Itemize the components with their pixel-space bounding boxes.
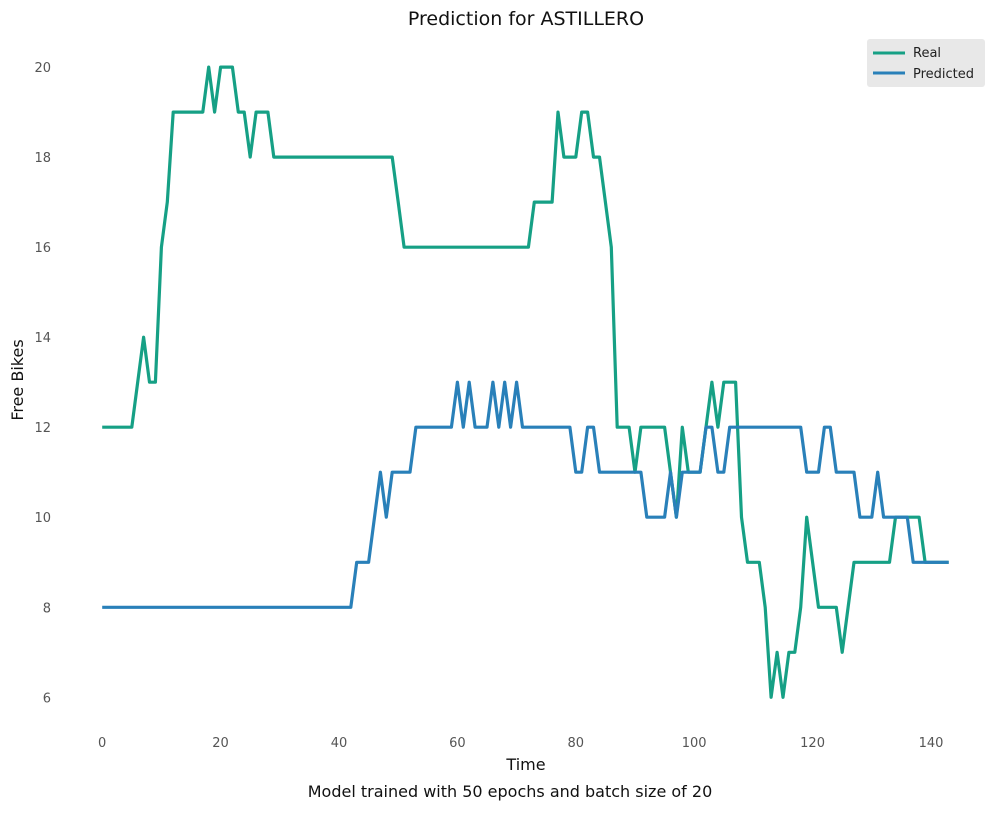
legend-box xyxy=(867,39,985,87)
x-tick-label: 60 xyxy=(449,736,466,751)
x-tick-label: 140 xyxy=(919,736,944,751)
chart-caption: Model trained with 50 epochs and batch s… xyxy=(308,782,713,801)
x-axis-ticks: 0 20 40 60 80 100 120 140 xyxy=(98,736,943,751)
chart-title: Prediction for ASTILLERO xyxy=(408,8,644,30)
legend: Real Predicted xyxy=(867,39,985,87)
y-tick-label: 18 xyxy=(34,151,51,166)
x-tick-label: 80 xyxy=(567,736,584,751)
series-line-predicted xyxy=(102,380,949,609)
x-tick-label: 0 xyxy=(98,736,106,751)
x-tick-label: 40 xyxy=(331,736,348,751)
x-tick-label: 20 xyxy=(212,736,229,751)
y-tick-label: 10 xyxy=(34,511,51,526)
x-axis-label: Time xyxy=(505,755,545,774)
y-tick-label: 20 xyxy=(34,61,51,76)
y-tick-label: 8 xyxy=(43,601,51,616)
y-axis-ticks: 6 8 10 12 14 16 18 20 xyxy=(34,61,51,706)
y-tick-label: 16 xyxy=(34,241,51,256)
series-line-real xyxy=(102,65,949,699)
y-tick-label: 6 xyxy=(43,691,51,706)
x-tick-label: 100 xyxy=(682,736,707,751)
legend-label-predicted: Predicted xyxy=(913,67,974,82)
plot-lines xyxy=(102,65,949,699)
y-tick-label: 14 xyxy=(34,331,51,346)
legend-label-real: Real xyxy=(913,46,941,61)
y-axis-label: Free Bikes xyxy=(8,339,27,420)
y-tick-label: 12 xyxy=(34,421,51,436)
x-tick-label: 120 xyxy=(800,736,825,751)
